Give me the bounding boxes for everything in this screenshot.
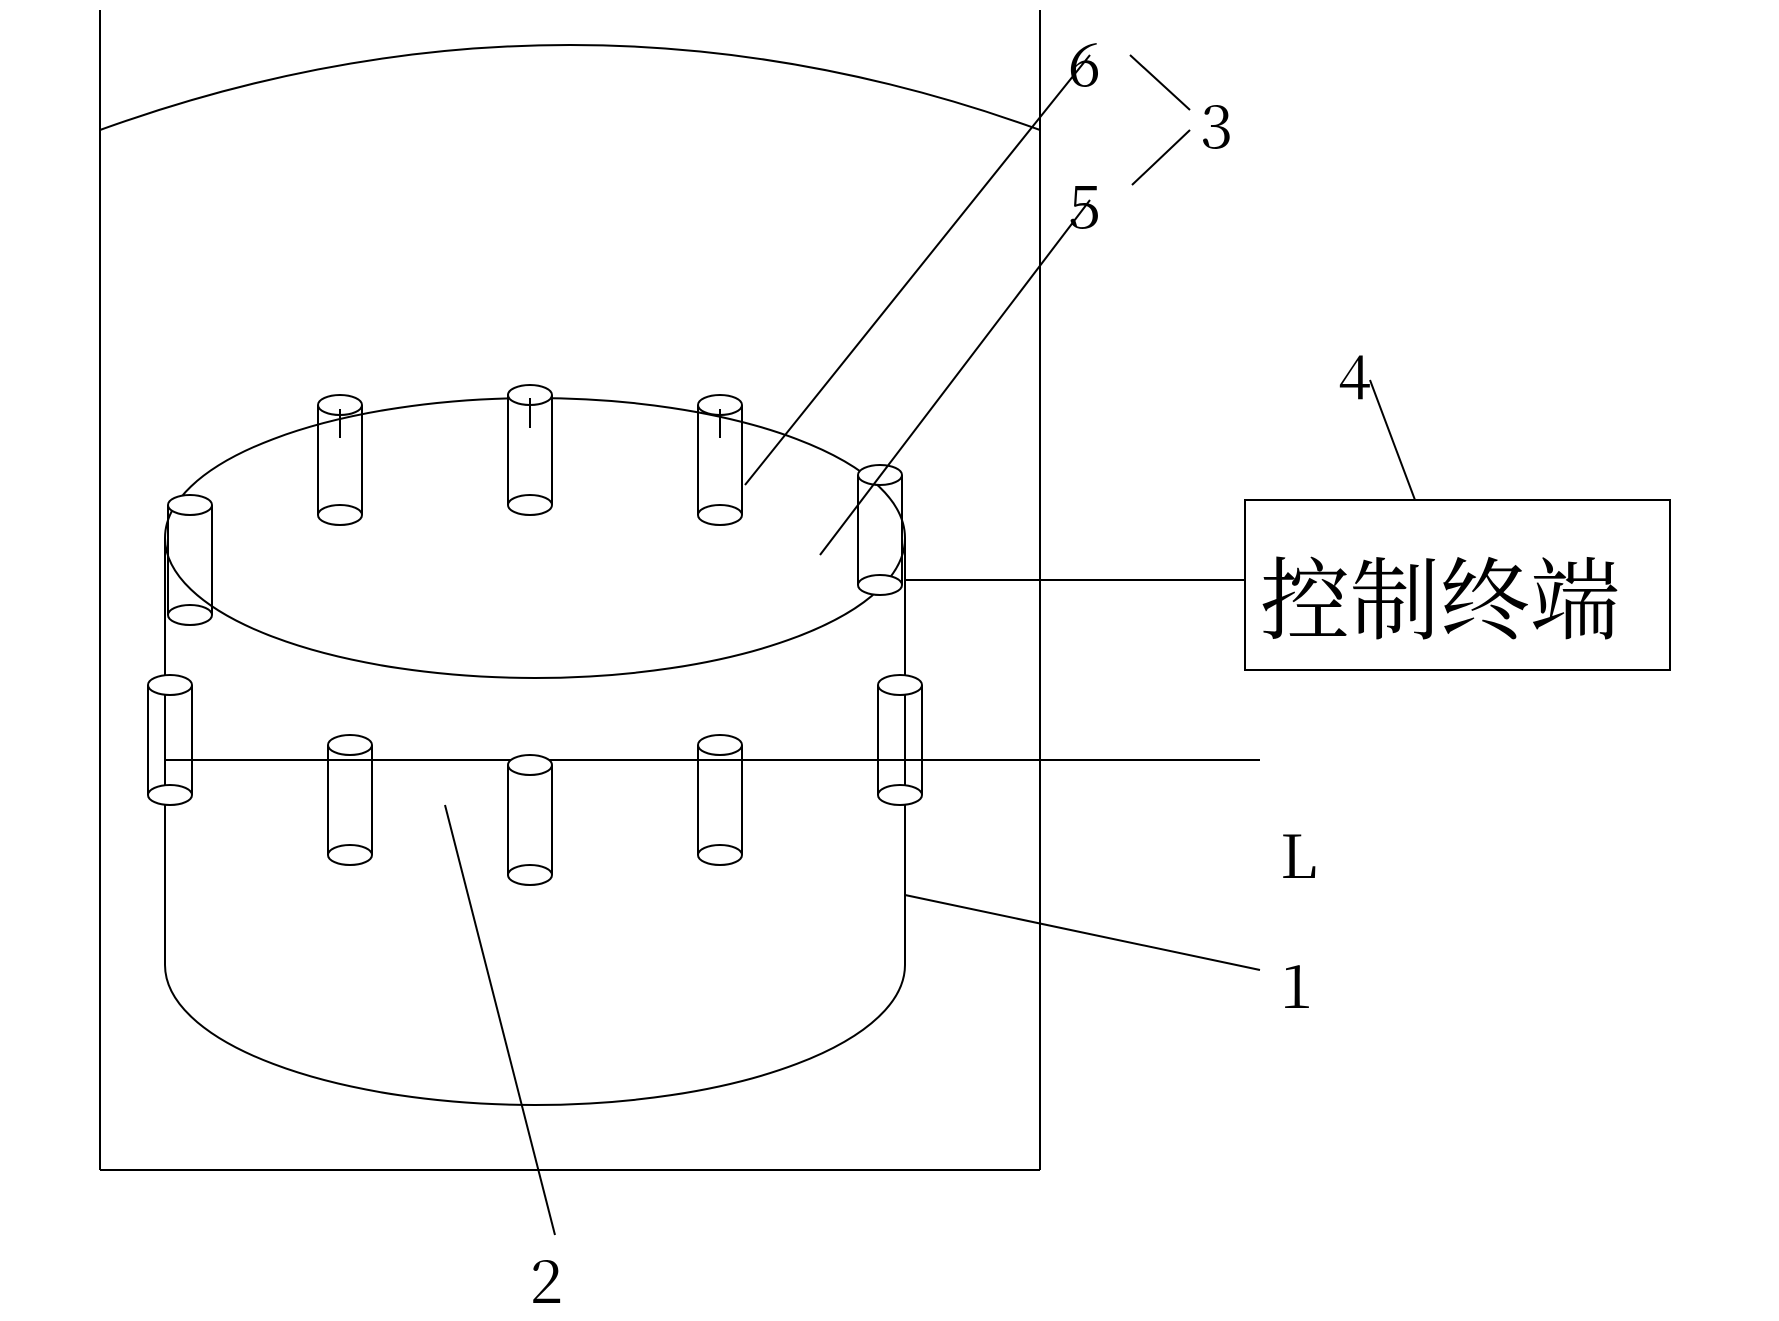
label-6: 6 bbox=[1068, 18, 1101, 104]
label-2: 2 bbox=[530, 1235, 563, 1321]
label-L: L bbox=[1280, 810, 1318, 896]
label-4: 4 bbox=[1338, 330, 1371, 416]
control-terminal-label: 控制终端 bbox=[1260, 528, 1620, 658]
label-3: 3 bbox=[1200, 80, 1233, 166]
label-5: 5 bbox=[1068, 160, 1101, 246]
diagram-stage: 6 3 5 4 L 1 2 控制终端 bbox=[0, 0, 1779, 1305]
label-1: 1 bbox=[1280, 940, 1313, 1026]
